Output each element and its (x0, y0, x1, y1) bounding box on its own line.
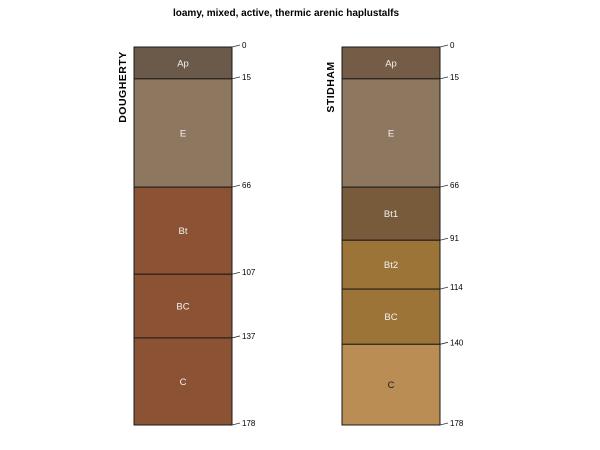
depth-tick-dougherty-66 (231, 184, 241, 188)
depth-tick-stidham-0 (439, 44, 449, 48)
depth-label-stidham-91: 91 (450, 234, 459, 243)
horizon-label-stidham-ap: Ap (385, 58, 397, 69)
horizon-label-stidham-bt1: Bt1 (384, 209, 398, 220)
horizon-stidham-c (341, 343, 441, 426)
depth-label-dougherty-0: 0 (242, 41, 247, 50)
depth-label-stidham-15: 15 (450, 73, 459, 82)
depth-label-stidham-114: 114 (450, 283, 463, 292)
horizon-label-dougherty-ap: Ap (177, 58, 189, 69)
depth-tick-stidham-178 (439, 422, 449, 426)
horizon-label-stidham-e: E (388, 129, 394, 140)
horizon-label-dougherty-bt: Bt (179, 226, 188, 237)
depth-label-stidham-140: 140 (450, 338, 464, 347)
horizon-stidham-ap (341, 46, 441, 80)
depth-label-stidham-66: 66 (450, 181, 459, 190)
horizon-stidham-bc (341, 288, 441, 345)
profile-dougherty: Ap E Bt BC C 0 15 66 107 137 178 DOUGHERTY (117, 41, 256, 428)
depth-tick-stidham-66 (439, 184, 449, 188)
profile-name-stidham: STIDHAM (325, 61, 337, 112)
depth-label-dougherty-15: 15 (242, 73, 251, 82)
depth-tick-stidham-91 (439, 237, 449, 241)
horizon-label-stidham-bt2: Bt2 (384, 260, 398, 271)
depth-tick-stidham-15 (439, 76, 449, 80)
depth-tick-dougherty-0 (231, 44, 241, 48)
depth-label-stidham-178: 178 (450, 419, 464, 428)
horizon-label-stidham-bc: BC (384, 312, 397, 323)
horizon-label-dougherty-e: E (180, 129, 186, 140)
depth-label-stidham-0: 0 (450, 41, 455, 50)
horizon-dougherty-e (133, 78, 233, 188)
depth-label-dougherty-178: 178 (242, 419, 256, 428)
depth-tick-dougherty-137 (231, 335, 241, 339)
depth-tick-stidham-114 (439, 286, 449, 290)
profile-stidham: Ap E Bt1 Bt2 BC C 0 15 66 91 114 140 178 STIDHAM (325, 41, 464, 428)
profile-name-dougherty: DOUGHERTY (117, 51, 129, 123)
horizon-label-stidham-c: C (388, 380, 395, 391)
profiles-group: Ap E Bt BC C 0 15 66 107 137 178 DOUGHERTY Ap E Bt1 Bt2… (117, 41, 464, 428)
depth-tick-dougherty-178 (231, 422, 241, 426)
figure-title: loamy, mixed, active, thermic arenic hap… (173, 8, 399, 19)
depth-tick-dougherty-107 (231, 271, 241, 275)
horizon-dougherty-bt (133, 186, 233, 275)
horizon-label-dougherty-c: C (180, 377, 187, 388)
depth-tick-dougherty-15 (231, 76, 241, 80)
horizon-dougherty-c (133, 337, 233, 426)
depth-label-dougherty-107: 107 (242, 268, 256, 277)
depth-tick-stidham-140 (439, 341, 449, 345)
horizon-stidham-bt1 (341, 186, 441, 241)
horizon-label-dougherty-bc: BC (176, 302, 189, 313)
depth-label-dougherty-137: 137 (242, 332, 256, 341)
horizon-dougherty-ap (133, 46, 233, 80)
depth-label-dougherty-66: 66 (242, 181, 251, 190)
horizon-dougherty-bc (133, 273, 233, 339)
